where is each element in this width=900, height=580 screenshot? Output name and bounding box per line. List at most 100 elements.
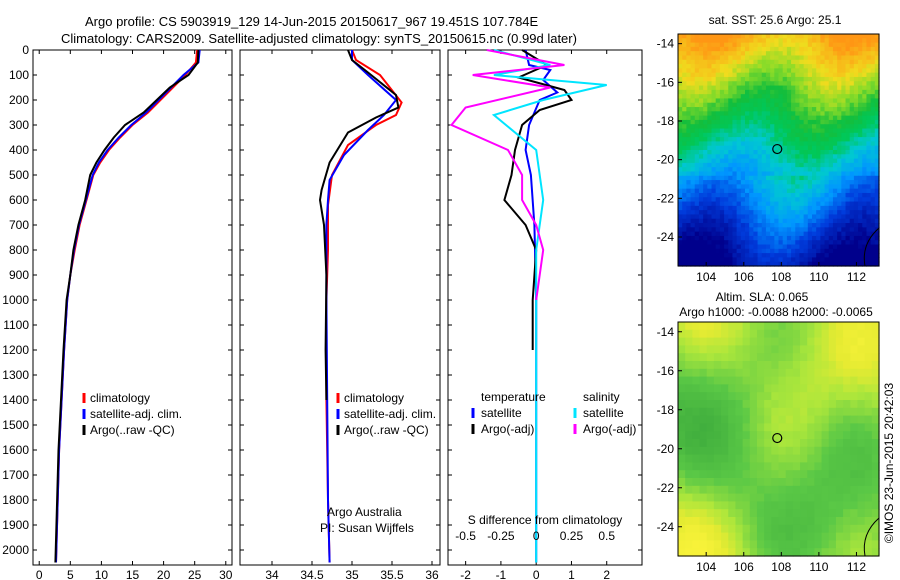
sst-cell [862,119,868,125]
sla-cell [742,376,751,385]
sst-cell [770,158,775,164]
sst-cell [832,162,838,168]
sst-cell [753,244,759,250]
sst-cell [803,240,809,246]
sst-cell [803,59,809,65]
depth-tick-label: 700 [9,218,29,232]
sla-cell [742,392,751,401]
sst-cell [703,158,708,164]
sst-cell [694,201,700,207]
sst-cell [782,98,788,104]
sst-cell [707,201,713,207]
sst-cell [765,76,771,82]
sst-cell [749,162,754,168]
sst-cell [845,240,851,246]
sst-cell [690,223,696,228]
sla-cell [871,454,880,463]
sst-cell [753,115,759,121]
sla-cell [800,415,808,424]
sst-cell [757,115,763,121]
sst-cell [812,248,817,254]
sla-cell [742,439,751,448]
sst-cell [715,46,721,52]
sla-cell [764,478,772,487]
sst-cell [816,162,821,168]
sst-cell [807,85,813,91]
sla-cell [713,509,722,518]
sst-cell [707,51,713,57]
sla-cell [706,540,715,549]
sla-cell [771,548,780,557]
sst-cell [753,76,759,82]
sst-cell [694,137,700,143]
sst-cell [786,64,792,69]
sst-cell [837,218,842,224]
sst-cell [719,128,725,134]
sst-cell [732,76,738,82]
sst-cell [728,150,734,155]
sst-cell [845,72,851,78]
sst-cell [824,132,830,138]
sst-cell [832,231,838,237]
sst-cell [736,158,742,164]
temperature-legend-label: climatology [90,391,150,405]
sst-cell [724,158,729,164]
sst-cell [845,261,851,267]
sla-cell [785,400,794,409]
sst-cell [816,184,821,190]
sst-cell [853,162,859,168]
sst-cell [678,188,683,194]
sla-cell [800,384,808,393]
sla-cell [692,501,701,510]
sst-cell [770,180,775,185]
sst-cell [765,244,771,250]
sst-cell [841,154,847,160]
sst-cell [874,111,880,117]
sst-cell [757,145,763,151]
sla-cell [742,400,751,409]
sst-cell [682,197,687,203]
sst-cell [841,115,847,121]
salinity-legend-label: satellite-adj. clim. [344,407,436,421]
sst-cell [862,59,868,65]
sst-cell [849,227,855,233]
temperature-legend-label: Argo(..raw -QC) [90,423,175,437]
sst-cell [770,231,775,237]
sst-cell [828,162,834,168]
sst-cell [858,171,863,177]
sst-cell [757,244,763,250]
sst-cell [757,180,763,185]
sla-cell [713,470,722,479]
sst-cell [686,150,692,155]
sla-cell [857,423,866,432]
sla-cell [850,407,859,417]
sst-cell [736,98,742,104]
sst-cell [770,171,775,177]
sst-cell [841,107,847,112]
sla-cell [821,337,830,346]
sla-cell [857,384,866,393]
sst-cell [807,107,813,112]
sla-cell [692,431,701,440]
sst-cell [724,141,729,147]
sst-cell [761,210,767,216]
sst-cell [862,102,868,108]
sst-cell [745,188,750,194]
sst-cell [753,132,759,138]
sst-cell [799,141,805,147]
sla-cell [821,376,830,385]
sla-cell [850,548,859,557]
sst-cell [694,197,700,203]
sst-cell [862,111,868,117]
sst-cell [736,76,742,82]
sst-cell [791,94,796,100]
sst-cell [736,235,742,241]
sla-cell [764,524,772,534]
sst-cell [719,89,725,95]
sst-cell [732,201,738,207]
sst-cell [841,171,847,177]
sst-cell [686,223,692,228]
sla-cell [756,548,765,557]
sst-cell [845,94,851,100]
sst-cell [707,171,713,177]
